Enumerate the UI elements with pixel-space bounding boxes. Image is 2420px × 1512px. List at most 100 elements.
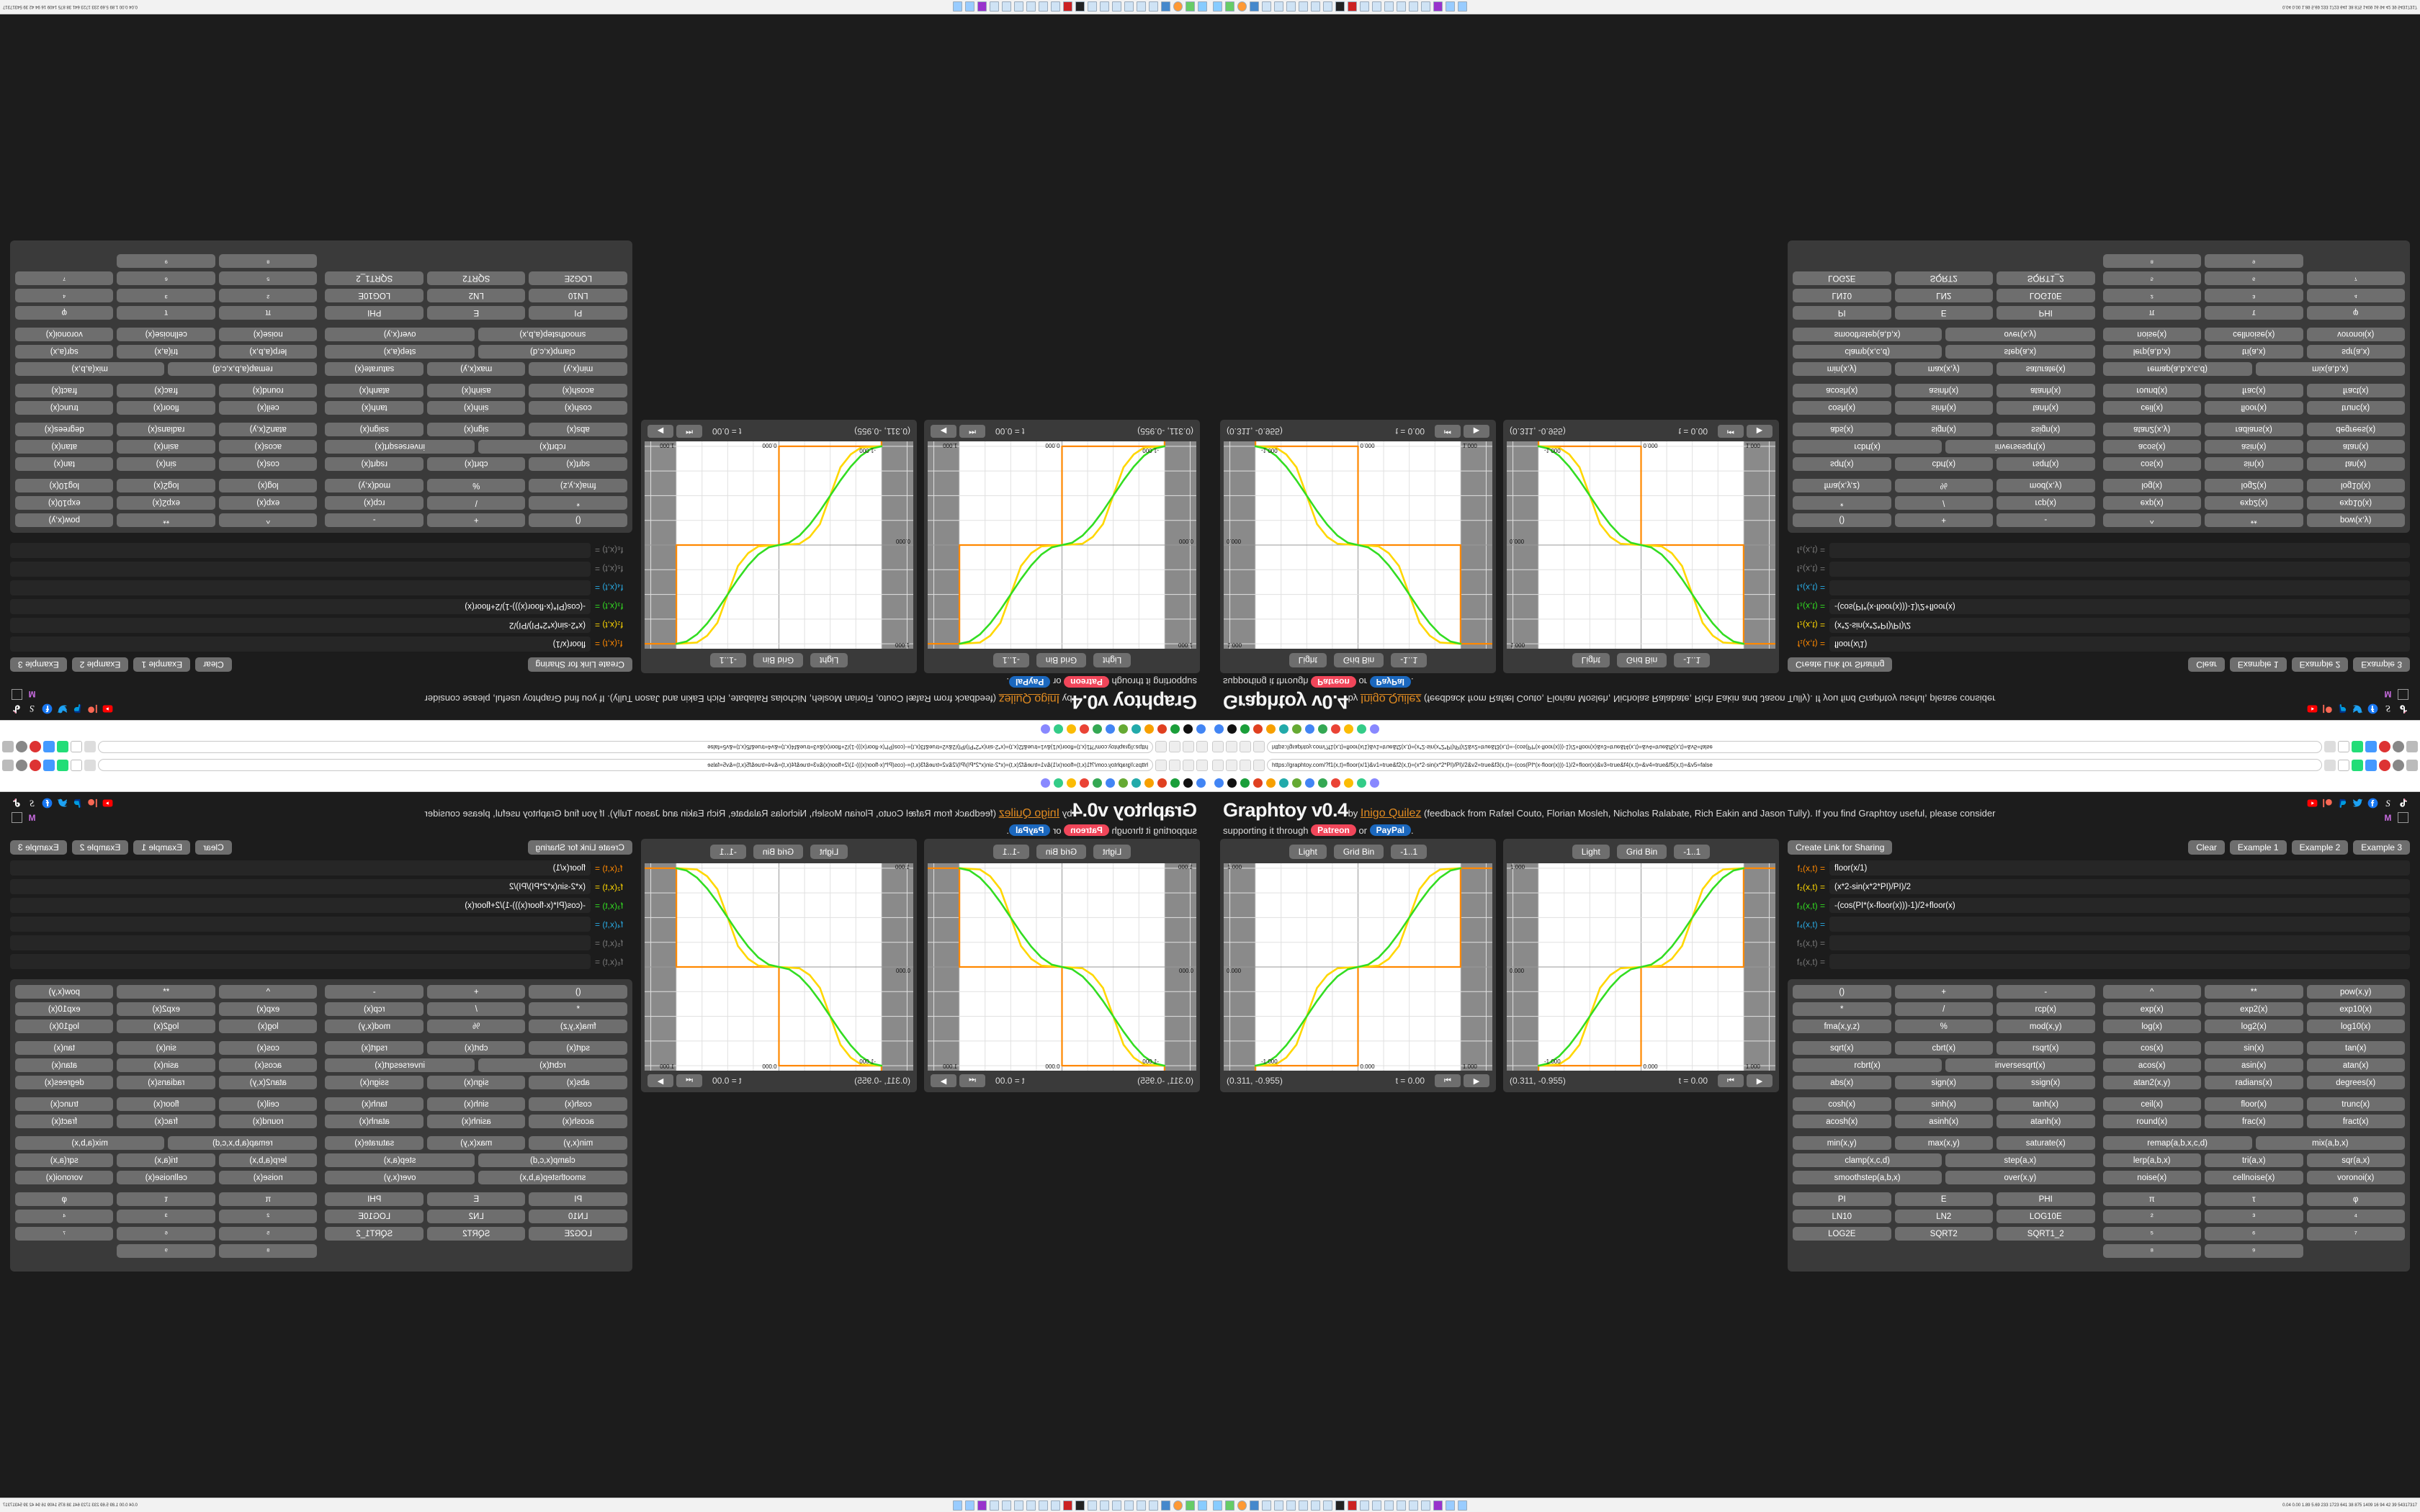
taskbar-item[interactable]: [1213, 1500, 1222, 1511]
keypad-button-min-x-y[interactable]: min(x,y): [529, 1136, 627, 1150]
keypad-button-rcp-x[interactable]: rcp(x): [1996, 1002, 2095, 1016]
keypad-button-cbrt-x[interactable]: cbrt(x): [1894, 1041, 1993, 1055]
keypad-button-atan2-x-y[interactable]: atan2(x,y): [219, 423, 318, 436]
keypad-button-[interactable]: *: [1793, 496, 1891, 510]
play-button[interactable]: ▶: [1464, 425, 1489, 438]
bookmark-icon[interactable]: [1318, 724, 1327, 734]
keypad-button-voronoi-x[interactable]: voronoi(x): [2306, 1171, 2405, 1184]
taskbar-item[interactable]: [1225, 1500, 1234, 1511]
taskbar-item[interactable]: [1446, 1500, 1455, 1511]
keypad-button-degrees-x[interactable]: degrees(x): [2306, 1076, 2405, 1089]
mastodon-icon[interactable]: M: [2383, 689, 2393, 700]
bookmark-icon[interactable]: [1227, 724, 1237, 734]
keypad-button-remap-a-b-x-c-d[interactable]: remap(a,b,x,c,d): [2102, 362, 2252, 376]
author-link[interactable]: Inigo Quilez: [1360, 693, 1422, 705]
editor-toolbar[interactable]: Create Link for Sharing Clear Example 1 …: [10, 839, 632, 860]
keypad-button-asinh-x[interactable]: asinh(x): [1894, 384, 1993, 397]
keypad-button-sqrt2[interactable]: SQRT2: [1894, 1227, 1993, 1241]
keypad-button-cos-x[interactable]: cos(x): [2102, 457, 2201, 471]
settings-icon[interactable]: [2393, 759, 2404, 771]
keypad-button-[interactable]: %: [427, 1020, 526, 1033]
paypal-button[interactable]: PayPal: [1369, 676, 1411, 688]
patreon-button[interactable]: Patreon: [1311, 824, 1356, 836]
bookmark-icon[interactable]: [1357, 778, 1366, 788]
keypad-button-[interactable]: +: [427, 985, 526, 999]
keypad-button-sqr-a-x[interactable]: sqr(a,x): [2306, 1153, 2405, 1167]
reload-icon[interactable]: [1169, 741, 1180, 753]
taskbar-item[interactable]: [1088, 1, 1097, 12]
example-3-button[interactable]: Example 3: [2353, 840, 2410, 855]
bookmark-icon[interactable]: [1196, 724, 1206, 734]
taskbar-item[interactable]: [1014, 1500, 1023, 1511]
keypad-button-[interactable]: ^: [2102, 513, 2201, 527]
taskbar-item[interactable]: [1026, 1, 1036, 12]
rewind-button[interactable]: ⏮: [676, 1074, 702, 1087]
keypad-button-round-x[interactable]: round(x): [219, 1115, 318, 1128]
social-links[interactable]: S M: [12, 689, 120, 714]
bookmark-icon[interactable]: [1131, 778, 1141, 788]
keypad-button-log10e[interactable]: LOG10E: [1996, 289, 2095, 302]
keypad-button-atan-x[interactable]: atan(x): [2306, 1058, 2405, 1072]
taskbar-item[interactable]: [1237, 1, 1247, 12]
taskbar-item[interactable]: [1149, 1500, 1158, 1511]
twitter-icon[interactable]: [2352, 703, 2363, 714]
patreon-icon[interactable]: [2322, 798, 2333, 809]
taskbar-item[interactable]: [1384, 1500, 1394, 1511]
create-link-button[interactable]: Create Link for Sharing: [1788, 657, 1893, 672]
taskbar-item[interactable]: [1446, 1, 1455, 12]
keypad-button-[interactable]: ⁷: [2306, 1227, 2405, 1241]
keypad-button-voronoi-x[interactable]: voronoi(x): [15, 1171, 114, 1184]
keypad-button-[interactable]: ³: [117, 1210, 215, 1223]
keypad-button-log2-x[interactable]: log2(x): [117, 1020, 215, 1033]
bookmark-icon[interactable]: [1370, 778, 1379, 788]
keypad-button-sqrt2[interactable]: SQRT2: [427, 271, 526, 285]
bookmark-icon[interactable]: [1357, 724, 1366, 734]
keypad-button-ln2[interactable]: LN2: [1894, 1210, 1993, 1223]
keypad-button-cosh-x[interactable]: cosh(x): [529, 401, 627, 415]
keypad-button-log10-x[interactable]: log10(x): [2306, 1020, 2405, 1033]
keypad-button-acos-x[interactable]: acos(x): [2102, 1058, 2201, 1072]
graph-toolbar[interactable]: Light Grid Bin -1..1: [928, 842, 1196, 863]
keypad-button-noise-x[interactable]: noise(x): [219, 1171, 318, 1184]
taskbar-item[interactable]: [1433, 1, 1443, 12]
bookmark-icon[interactable]: [1119, 724, 1128, 734]
keypad-button-[interactable]: ⁹: [2205, 1244, 2303, 1258]
keypad-button-step-a-x[interactable]: step(a,x): [325, 345, 475, 359]
keypad-button-[interactable]: τ: [117, 306, 215, 320]
keypad-button-noise-x[interactable]: noise(x): [219, 328, 318, 341]
bookmark-icon[interactable]: [1093, 778, 1102, 788]
grid-mode-button[interactable]: Grid Bin: [753, 653, 804, 667]
play-button[interactable]: ▶: [1464, 1074, 1489, 1087]
keypad-button-ln2[interactable]: LN2: [427, 1210, 526, 1223]
keypad-button-rcbrt-x[interactable]: rcbrt(x): [1793, 1058, 1942, 1072]
keypad-button-rcbrt-x[interactable]: rcbrt(x): [478, 440, 627, 454]
keypad-button-ssign-x[interactable]: ssign(x): [325, 423, 424, 436]
bookmark-star-icon[interactable]: [2338, 759, 2349, 771]
plot-canvas[interactable]: 1.000 0.000 -1.000 0.000 1.000: [928, 863, 1196, 1071]
keypad-button-log-x[interactable]: log(x): [219, 479, 318, 492]
system-tray[interactable]: 0.04 0.00 1.89 5.69 233 1723 641 38 875 …: [3, 1503, 138, 1508]
keypad-button-atan2-x-y[interactable]: atan2(x,y): [2102, 1076, 2201, 1089]
range-button[interactable]: -1..1: [992, 653, 1029, 667]
rewind-button[interactable]: ⏮: [1435, 1074, 1461, 1087]
taskbar-item[interactable]: [1237, 1500, 1247, 1511]
keypad-button-log10-x[interactable]: log10(x): [2306, 479, 2405, 492]
range-button[interactable]: -1..1: [1391, 653, 1428, 667]
taskbar-item[interactable]: [1433, 1500, 1443, 1511]
keypad-button-tan-x[interactable]: tan(x): [15, 457, 114, 471]
keypad-button-ln2[interactable]: LN2: [427, 289, 526, 302]
bookmark-icon[interactable]: [1292, 778, 1301, 788]
keypad-button-pow-x-y[interactable]: pow(x,y): [15, 985, 114, 999]
bookmark-icon[interactable]: [1054, 778, 1063, 788]
plot-canvas[interactable]: 1.000 0.000 -1.000 0.000 1.000: [1224, 441, 1492, 649]
example-1-button[interactable]: Example 1: [133, 657, 191, 672]
keypad-button-clamp-x-c-d[interactable]: clamp(x,c,d): [478, 1153, 627, 1167]
keypad-button-tan-x[interactable]: tan(x): [2306, 457, 2405, 471]
keypad-button-rcbrt-x[interactable]: rcbrt(x): [1793, 440, 1942, 454]
taskbar-item[interactable]: [1409, 1500, 1418, 1511]
patreon-icon[interactable]: [87, 798, 98, 809]
taskbar-item[interactable]: [1063, 1500, 1072, 1511]
example-3-button[interactable]: Example 3: [10, 840, 67, 855]
keypad-button-noise-x[interactable]: noise(x): [2102, 328, 2201, 341]
bookmark-icon[interactable]: [1292, 724, 1301, 734]
